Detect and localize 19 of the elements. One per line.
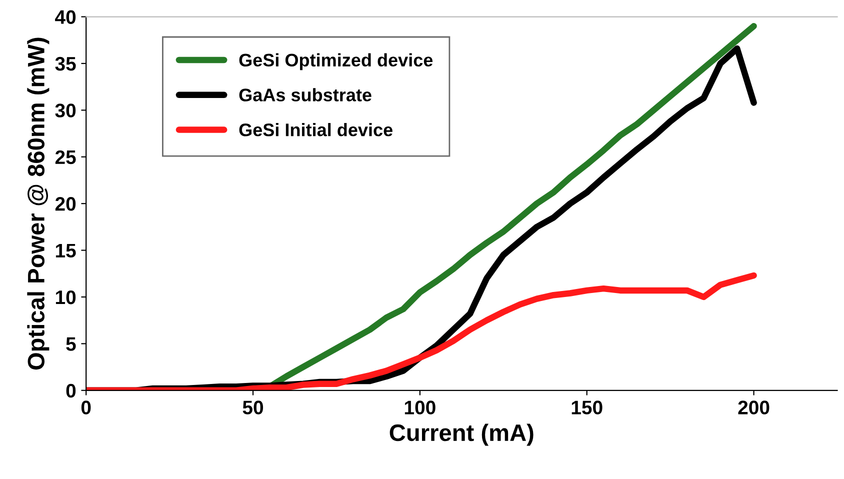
x-tick-label: 0 <box>81 400 91 414</box>
legend-label: GeSi Optimized device <box>239 53 433 70</box>
y-tick-label: 0 <box>66 384 76 398</box>
y-tick-label: 10 <box>56 290 76 304</box>
y-tick-label: 40 <box>55 10 76 24</box>
y-tick-label: 15 <box>56 244 76 258</box>
y-tick-label: 35 <box>55 56 76 71</box>
legend-label: GeSi Initial device <box>239 123 392 136</box>
y-tick-label: 20 <box>55 197 76 211</box>
y-tick-label: 5 <box>66 337 76 351</box>
y-tick-label: 25 <box>55 150 76 164</box>
x-tick-label: 100 <box>404 400 436 414</box>
x-tick-label: 200 <box>738 400 770 414</box>
y-tick-label: 30 <box>55 104 76 118</box>
y-axis-title: Optical Power @ 860nm (mW) <box>27 38 50 370</box>
x-tick-label: 50 <box>242 400 264 414</box>
x-tick-label: 150 <box>572 400 602 414</box>
x-axis-title: Current (mA) <box>390 424 534 446</box>
legend-label: GaAs substrate <box>239 88 372 102</box>
